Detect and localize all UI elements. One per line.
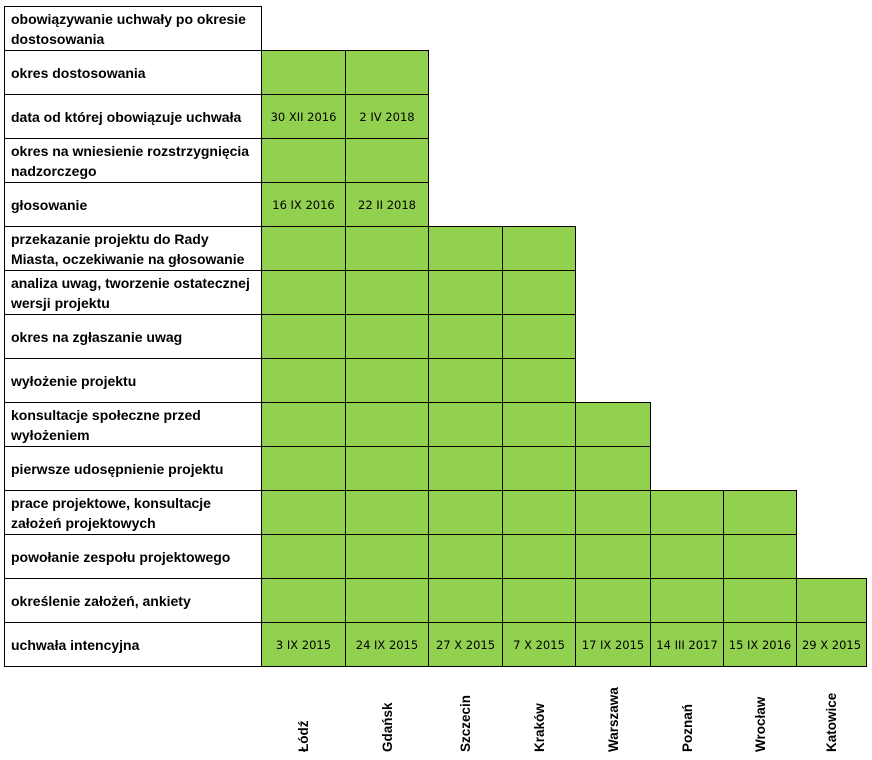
- progress-cell: [428, 226, 503, 271]
- progress-cell: [261, 50, 346, 95]
- city-label: Poznań: [679, 703, 694, 752]
- progress-cell: [428, 270, 503, 315]
- progress-cell: [261, 446, 346, 491]
- progress-cell: [345, 578, 429, 623]
- progress-cell: [502, 314, 576, 359]
- progress-cell: [428, 446, 503, 491]
- progress-cell: [261, 270, 346, 315]
- progress-cell: [428, 534, 503, 579]
- progress-cell: [502, 446, 576, 491]
- progress-cell: [723, 578, 797, 623]
- city-label: Warszawa: [605, 687, 620, 752]
- row-label: głosowanie: [4, 182, 262, 227]
- progress-cell: [723, 490, 797, 535]
- city-label: Wrocław: [752, 696, 767, 752]
- progress-cell: [345, 270, 429, 315]
- progress-cell: [502, 270, 576, 315]
- city-label: Kraków: [531, 703, 546, 752]
- progress-cell: [428, 402, 503, 447]
- progress-cell: [345, 534, 429, 579]
- progress-cell: [261, 534, 346, 579]
- row-label: przekazanie projektu do Rady Miasta, ocz…: [4, 226, 262, 271]
- row-label: prace projektowe, konsultacje założeń pr…: [4, 490, 262, 535]
- progress-cell: [345, 358, 429, 403]
- row-label: okres na wniesienie rozstrzygnięcia nadz…: [4, 138, 262, 183]
- progress-cell: 24 IX 2015: [345, 622, 429, 667]
- progress-cell: [723, 534, 797, 579]
- progress-cell: [261, 314, 346, 359]
- progress-cell: [345, 138, 429, 183]
- progress-cell: 15 IX 2016: [723, 622, 797, 667]
- progress-cell: 3 IX 2015: [261, 622, 346, 667]
- progress-cell: [650, 578, 724, 623]
- progress-cell: [575, 490, 651, 535]
- row-label: powołanie zespołu projektowego: [4, 534, 262, 579]
- row-label: data od której obowiązuje uchwała: [4, 94, 262, 139]
- row-label: pierwsze udosępnienie projektu: [4, 446, 262, 491]
- progress-cell: 17 IX 2015: [575, 622, 651, 667]
- progress-cell: [261, 578, 346, 623]
- progress-cell: [796, 578, 867, 623]
- progress-cell: [575, 402, 651, 447]
- progress-cell: [502, 358, 576, 403]
- progress-cell: [261, 490, 346, 535]
- progress-cell: [345, 446, 429, 491]
- progress-cell: [502, 226, 576, 271]
- progress-cell: [575, 534, 651, 579]
- progress-cell: 30 XII 2016: [261, 94, 346, 139]
- progress-cell: [502, 490, 576, 535]
- progress-cell: 14 III 2017: [650, 622, 724, 667]
- row-label: uchwała intencyjna: [4, 622, 262, 667]
- progress-cell: [261, 138, 346, 183]
- progress-cell: [428, 314, 503, 359]
- progress-cell: [428, 358, 503, 403]
- row-label: okres na zgłaszanie uwag: [4, 314, 262, 359]
- progress-cell: 29 X 2015: [796, 622, 867, 667]
- progress-cell: 16 IX 2016: [261, 182, 346, 227]
- progress-cell: [502, 402, 576, 447]
- progress-cell: [261, 402, 346, 447]
- progress-cell: [428, 578, 503, 623]
- city-label: Gdańsk: [379, 702, 394, 752]
- row-label: analiza uwag, tworzenie ostatecznej wers…: [4, 270, 262, 315]
- progress-cell: [650, 534, 724, 579]
- city-label: Łódź: [295, 720, 311, 753]
- progress-cell: [575, 446, 651, 491]
- row-label: obowiązywanie uchwały po okresie dostoso…: [4, 6, 262, 51]
- progress-cell: [428, 490, 503, 535]
- progress-cell: [345, 226, 429, 271]
- progress-cell: [261, 226, 346, 271]
- city-label: Szczecin: [457, 694, 473, 752]
- row-label: konsultacje społeczne przed wyłożeniem: [4, 402, 262, 447]
- city-label: Katowice: [823, 692, 839, 752]
- progress-cell: [575, 578, 651, 623]
- progress-cell: 22 II 2018: [345, 182, 429, 227]
- progress-cell: 27 X 2015: [428, 622, 503, 667]
- row-label: wyłożenie projektu: [4, 358, 262, 403]
- row-label: okres dostosowania: [4, 50, 262, 95]
- progress-cell: [502, 578, 576, 623]
- row-label: określenie założeń, ankiety: [4, 578, 262, 623]
- progress-cell: [502, 534, 576, 579]
- progress-cell: [345, 490, 429, 535]
- progress-cell: [261, 358, 346, 403]
- progress-cell: [345, 314, 429, 359]
- progress-cell: [345, 402, 429, 447]
- progress-cell: 2 IV 2018: [345, 94, 429, 139]
- progress-cell: [345, 50, 429, 95]
- progress-cell: [650, 490, 724, 535]
